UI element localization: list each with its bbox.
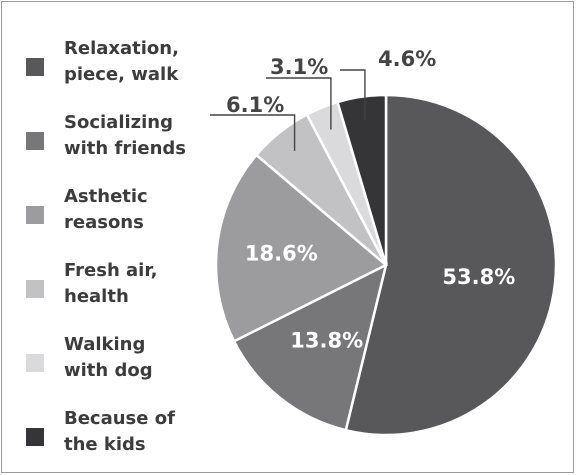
leader-line-kids — [340, 69, 366, 121]
leader-line-walking-dog — [266, 77, 332, 130]
legend-label-socializing: Socializing with friends — [64, 112, 186, 159]
data-label-relaxation: 53.8% — [442, 265, 515, 289]
legend-swatch-fresh-air — [26, 280, 44, 298]
legend-swatch-socializing — [26, 132, 44, 150]
legend-label-relaxation: Relaxation, piece, walk — [64, 38, 179, 85]
legend-swatch-asthetic — [26, 206, 44, 224]
legend-label-walking-dog: Walking with dog — [64, 334, 153, 381]
data-label-fresh-air: 6.1% — [226, 93, 284, 117]
legend-label-asthetic: Asthetic reasons — [64, 186, 148, 233]
pie-slice-socializing — [232, 262, 388, 432]
legend-swatch-relaxation — [26, 58, 44, 76]
data-label-walking-dog: 3.1% — [270, 55, 328, 79]
data-label-socializing: 13.8% — [290, 328, 363, 352]
pie-slice-asthetic — [214, 153, 389, 343]
legend-swatch-kids — [26, 428, 44, 446]
legend-label-fresh-air: Fresh air, health — [64, 260, 158, 307]
leader-line-fresh-air — [210, 114, 296, 151]
legend-swatch-walking-dog — [26, 354, 44, 372]
pie-slice-kids — [335, 93, 388, 266]
legend-label-kids: Because of the kids — [64, 408, 175, 455]
pie-slice-relaxation — [344, 93, 558, 437]
data-label-kids: 4.6% — [378, 47, 436, 71]
data-label-asthetic: 18.6% — [245, 241, 318, 265]
